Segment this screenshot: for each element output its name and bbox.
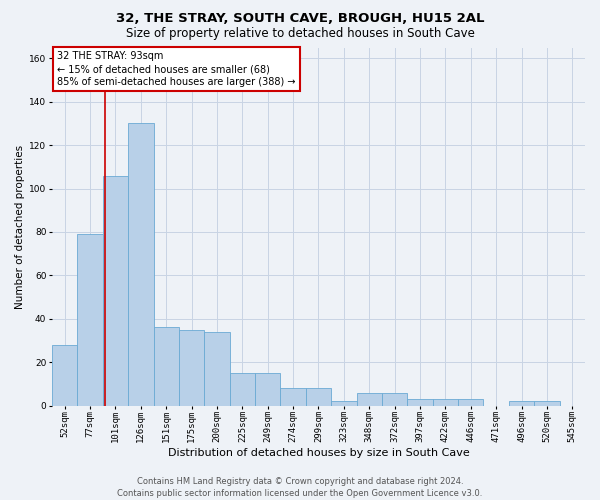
Bar — [280, 388, 306, 406]
Bar — [509, 401, 534, 406]
Bar — [534, 401, 560, 406]
Bar — [255, 373, 280, 406]
Bar — [407, 399, 433, 406]
Bar — [154, 328, 179, 406]
Text: Contains HM Land Registry data © Crown copyright and database right 2024.
Contai: Contains HM Land Registry data © Crown c… — [118, 476, 482, 498]
X-axis label: Distribution of detached houses by size in South Cave: Distribution of detached houses by size … — [167, 448, 469, 458]
Text: Size of property relative to detached houses in South Cave: Size of property relative to detached ho… — [125, 28, 475, 40]
Text: 32 THE STRAY: 93sqm
← 15% of detached houses are smaller (68)
85% of semi-detach: 32 THE STRAY: 93sqm ← 15% of detached ho… — [58, 51, 296, 88]
Bar — [179, 330, 204, 406]
Bar — [103, 176, 128, 406]
Bar — [52, 345, 77, 406]
Bar — [433, 399, 458, 406]
Y-axis label: Number of detached properties: Number of detached properties — [15, 144, 25, 308]
Text: 32, THE STRAY, SOUTH CAVE, BROUGH, HU15 2AL: 32, THE STRAY, SOUTH CAVE, BROUGH, HU15 … — [116, 12, 484, 26]
Bar — [356, 392, 382, 406]
Bar — [128, 124, 154, 406]
Bar — [382, 392, 407, 406]
Bar — [204, 332, 230, 406]
Bar — [458, 399, 484, 406]
Bar — [306, 388, 331, 406]
Bar — [331, 401, 356, 406]
Bar — [230, 373, 255, 406]
Bar — [77, 234, 103, 406]
